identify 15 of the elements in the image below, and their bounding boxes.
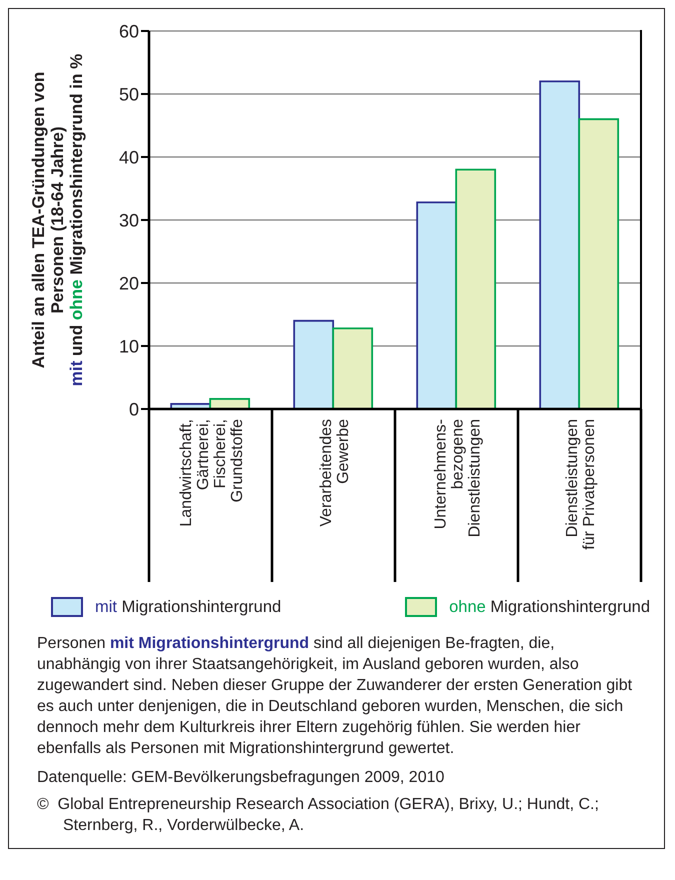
x-tick-label: Unternehmens- bezogene Dienstleistungen (432, 418, 484, 538)
y-tick-label: 10 (118, 336, 139, 356)
y-tick-label: 50 (118, 84, 139, 104)
legend-label: ohne Migrationshintergrund (449, 598, 650, 616)
y-tick-label: 20 (118, 273, 139, 294)
x-tick-label: Landwirtschaft, Gärtnerei, Fischerei, Grundstoffe (178, 418, 246, 527)
y-tick-label: 30 (118, 210, 139, 230)
text: Datenquelle: GEM-Bevölkerungsbefragungen 2009, 2010 (37, 768, 446, 788)
y-tick-label: 40 (118, 147, 139, 168)
text: Personen mit Migrationshintergrund sind all diejenigen Be-fragten, die, unabhängig von ihrer Staatsangehörigkeit, im Ausland geboren wurden, also zugewandert sind. Neben dieser Gruppe der Zuwanderer der ersten Generation gibt es auch unter denjenigen, die in Deutschland geboren wurden, Menschen, die sich dennoch mehr dem Kulturkreis ihrer Eltern zugehörig fühlen. Sie werden hier ebenfalls als Personen mit Migrationshintergrund gewertet. (37, 635, 632, 757)
y-tick-label: 60 (118, 21, 139, 42)
x-tick-label: Verarbeitendes Gewerbe (318, 418, 352, 527)
y-tick-label: 0 (128, 399, 139, 420)
legend-label: mit Migrationshintergrund (95, 598, 282, 616)
text: © Global Entrepreneurship Research Association (GERA), Brixy, U.; Hundt, C.; Sternberg, R., Vorderwülbecke, A. (37, 795, 600, 836)
